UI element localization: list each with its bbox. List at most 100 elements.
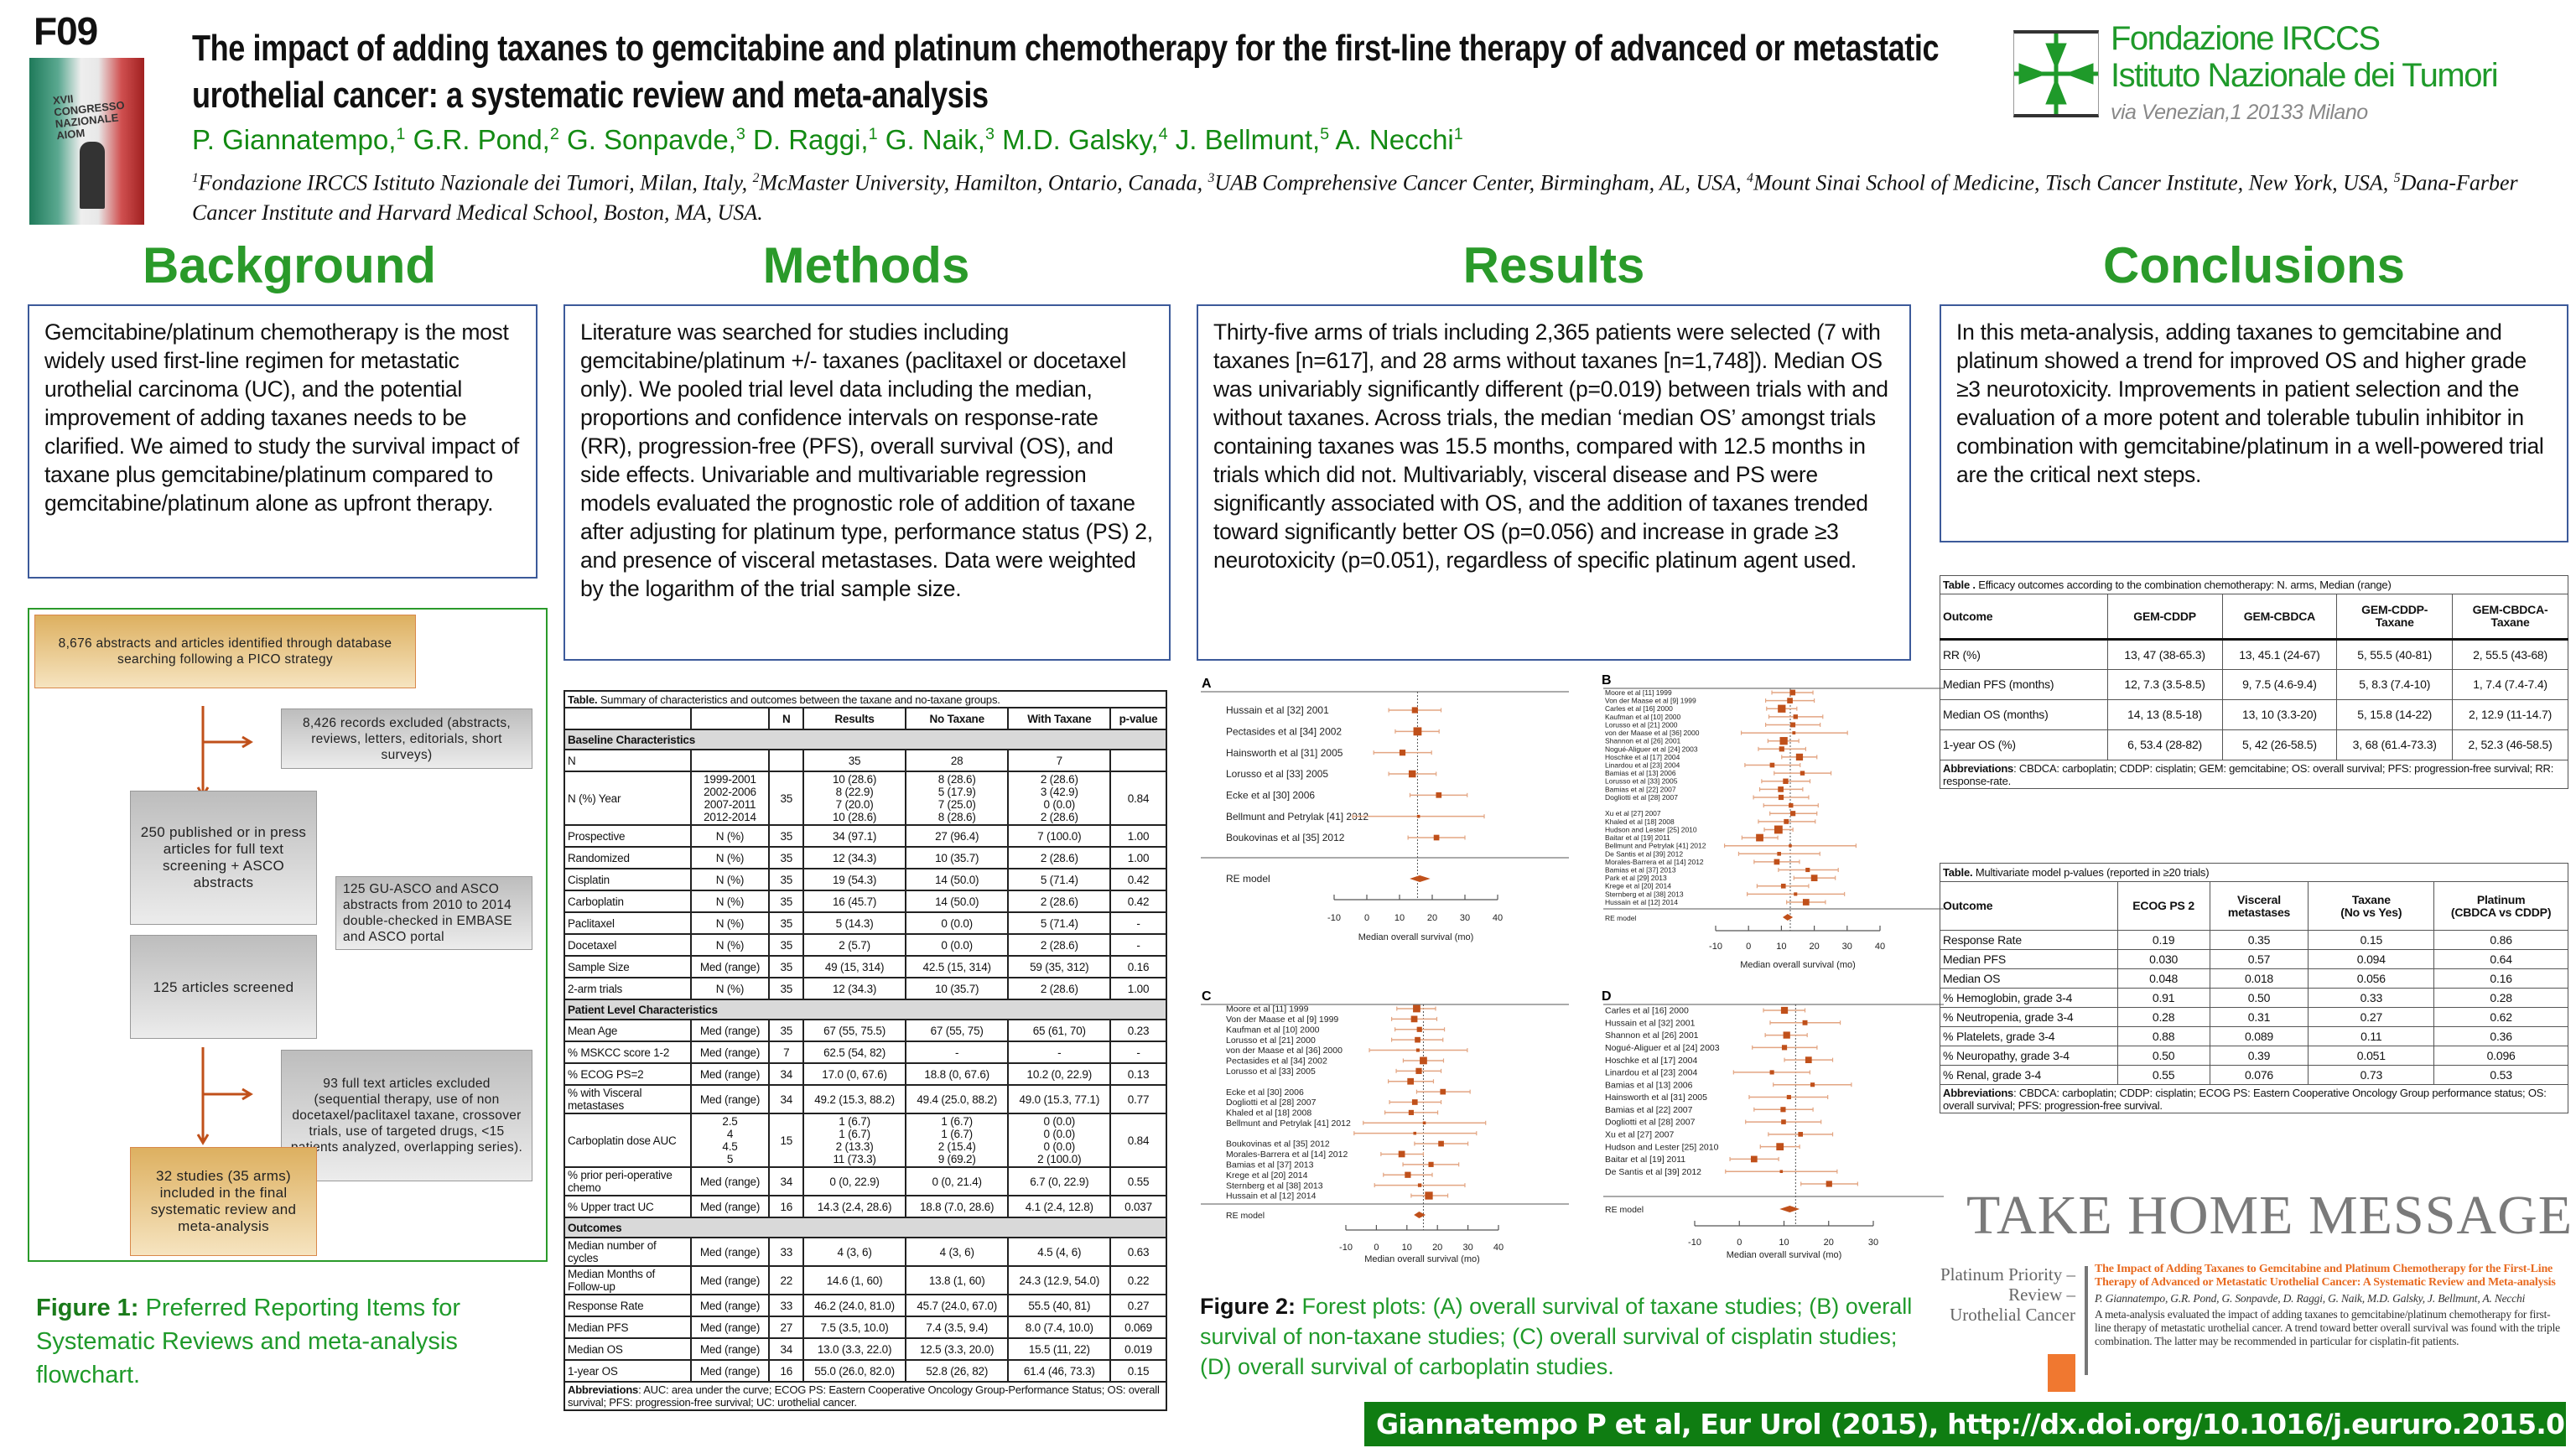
table-row: Median PFS Med (range) 27 7.5 (3.5, 10.0) 7.… xyxy=(564,1316,1167,1339)
table-cell: 1.00 xyxy=(1109,977,1167,1000)
model-label: RE model xyxy=(1605,914,1636,922)
table-cell: Median OS xyxy=(564,1337,692,1361)
panel-label: A xyxy=(1202,677,1212,691)
column-header: ECOG PS 2 xyxy=(2116,881,2210,931)
study-label: Lorusso et al [33] 2005 xyxy=(1226,1067,1316,1077)
table-cell: 0.64 xyxy=(2433,949,2568,969)
efficacy-table: Table . Efficacy outcomes according to t… xyxy=(1940,575,2568,789)
x-tick-label: 40 xyxy=(1493,1243,1504,1253)
table-cell: 0.55 xyxy=(2116,1065,2210,1085)
citation-doi-link[interactable]: Giannatempo P et al, Eur Urol (2015), ht… xyxy=(1364,1402,2576,1446)
table-cell: 0 (0.0) xyxy=(904,911,1010,935)
table-cell: 0.037 xyxy=(1109,1195,1167,1218)
table-cell: % Neutropenia, grade 3-4 xyxy=(1940,1007,2118,1027)
table-cell: 2 (28.6) xyxy=(1007,977,1112,1000)
table-cell: 0 (0, 21.4) xyxy=(904,1166,1010,1196)
caption-label: Table. xyxy=(568,693,598,706)
pooled-estimate-diamond xyxy=(1779,1206,1800,1212)
table-cell: N (%) xyxy=(689,977,771,1000)
abbrev-text: : CBDCA: carboplatin; CDDP: cisplatin; E… xyxy=(1943,1086,2547,1112)
affiliation-number: 3 xyxy=(1208,171,1215,185)
table-cell: % prior peri-operative chemo xyxy=(564,1166,692,1196)
study-estimate-marker xyxy=(1787,698,1793,703)
table-cell: Median OS (months) xyxy=(1940,699,2108,730)
author-name: G.R. Pond, xyxy=(413,124,550,155)
table-cell: 52.8 (26, 82) xyxy=(904,1359,1010,1383)
table-cell: 35 xyxy=(768,911,805,935)
table-cell: 0.096 xyxy=(2433,1046,2568,1066)
flow-screened: 125 articles screened xyxy=(130,935,317,1039)
table-cell: 0 (0.0) xyxy=(904,933,1010,957)
table-cell: 0.57 xyxy=(2209,949,2309,969)
table-cell: % Neuropathy, grade 3-4 xyxy=(1940,1046,2118,1066)
table-cell: 2 (28.6) xyxy=(1007,933,1112,957)
table-cell: Median number of cycles xyxy=(564,1237,692,1267)
study-label: Kaufman et al [10] 2000 xyxy=(1226,1025,1320,1035)
abbreviations: Abbreviations: CBDCA: carboplatin; CDDP:… xyxy=(1940,760,2568,789)
table-cell: Sample Size xyxy=(564,955,692,978)
table-cell: - xyxy=(1109,933,1167,957)
table-cell: 0 (0.0) 0 (0.0) 0 (0.0) 2 (100.0) xyxy=(1007,1113,1112,1168)
author-name: G. Sonpavde, xyxy=(567,124,736,155)
study-estimate-marker xyxy=(1411,1099,1418,1105)
table-row: Carboplatin N (%) 35 16 (45.7) 14 (50.0) 2 (2… xyxy=(564,890,1167,913)
table-cell: 5, 42 (26-58.5) xyxy=(2221,729,2338,760)
table-cell: 0.15 xyxy=(2308,930,2435,950)
table-cell: 0.089 xyxy=(2209,1026,2309,1046)
column-header: Outcome xyxy=(1940,594,2108,641)
study-label: Linardou et al [23] 2004 xyxy=(1605,761,1680,770)
column-header: GEM-CDDP- Taxane xyxy=(2336,594,2454,641)
table-cell: % MSKCC score 1-2 xyxy=(564,1041,692,1064)
table-cell: 12 (34.3) xyxy=(802,846,906,869)
study-label: De Santis et al [39] 2012 xyxy=(1605,849,1683,858)
abbrev-text: : AUC: area under the curve; ECOG PS: Ea… xyxy=(568,1383,1160,1409)
column-header: p-value xyxy=(1109,707,1167,730)
table-cell: % Renal, grade 3-4 xyxy=(1940,1065,2118,1085)
table-cell: 15.5 (11, 22) xyxy=(1007,1337,1112,1361)
study-label: Bamias et al [37] 2013 xyxy=(1605,866,1676,875)
study-estimate-marker xyxy=(1800,771,1805,776)
table-cell: 5 (71.4) xyxy=(1007,911,1112,935)
column-header: With Taxane xyxy=(1007,707,1112,730)
table-cell: Median PFS (months) xyxy=(1940,669,2108,700)
table-row: Median OS Med (range) 34 13.0 (3.3, 22.0) 12… xyxy=(564,1337,1167,1361)
forest-plot-d: D Carles et al [16] 2000 Hussain et al [32… xyxy=(1602,991,1944,1260)
table-row: % MSKCC score 1-2 Med (range) 7 62.5 (54, 8… xyxy=(564,1041,1167,1064)
table-cell: 0.11 xyxy=(2308,1026,2435,1046)
study-label: Nogué-Aliguer et al [24] 2003 xyxy=(1605,1043,1720,1053)
heading-conclusions: Conclusions xyxy=(2102,237,2406,293)
author-name: D. Raggi, xyxy=(753,124,869,155)
caption-label: Table . xyxy=(1943,579,1976,591)
table-cell: 0 (0, 22.9) xyxy=(802,1166,906,1196)
study-estimate-marker xyxy=(1779,737,1788,745)
affiliation-number: 5 xyxy=(2393,171,2401,185)
table-cell: - xyxy=(1007,1041,1112,1064)
table-cell: 35 xyxy=(768,846,805,869)
table-cell: N (%) xyxy=(689,933,771,957)
study-estimate-marker xyxy=(1769,1070,1774,1075)
table-cell: 16 xyxy=(768,1195,805,1218)
table-cell: 49.0 (15.3, 77.1) xyxy=(1007,1084,1112,1114)
study-estimate-marker xyxy=(1415,1048,1420,1052)
table-cell: 35 xyxy=(768,824,805,848)
study-label: Hussain et al [32] 2001 xyxy=(1605,1018,1696,1028)
table-cell: 1999-2001 2002-2006 2007-2011 2012-2014 xyxy=(689,771,771,826)
x-tick-label: 20 xyxy=(1824,1238,1834,1248)
table-cell: 2-arm trials xyxy=(564,977,692,1000)
institution-name-line1: Fondazione IRCCS xyxy=(2111,20,2381,57)
study-label: Sternberg et al [38] 2013 xyxy=(1226,1181,1323,1191)
study-label: Lorusso et al [21] 2000 xyxy=(1605,720,1678,729)
study-label: von der Maase et al [36] 2000 xyxy=(1226,1046,1343,1056)
table-cell: 0.31 xyxy=(2209,1007,2309,1027)
table-cell: 9, 7.5 (4.6-9.4) xyxy=(2221,669,2338,700)
summary-table: Table. Summary of characteristics and ou… xyxy=(564,690,1167,1411)
study-label: Dogliotti et al [28] 2007 xyxy=(1605,1118,1696,1128)
study-estimate-marker xyxy=(1416,814,1420,818)
table-cell: 35 xyxy=(768,955,805,978)
table-cell: 16 (45.7) xyxy=(802,890,906,913)
study-estimate-marker xyxy=(1793,714,1798,719)
study-label: Park et al [29] 2013 xyxy=(1605,874,1667,882)
table-cell: 0.84 xyxy=(1109,771,1167,826)
table-row: % Renal, grade 3-4 0.55 0.076 0.73 0.53 xyxy=(1940,1065,2568,1085)
table-cell: 13, 45.1 (24-67) xyxy=(2221,639,2338,670)
